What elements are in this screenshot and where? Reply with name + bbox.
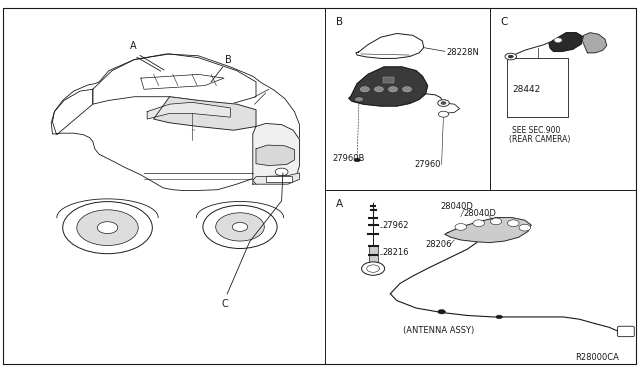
Polygon shape — [582, 33, 607, 53]
Polygon shape — [253, 173, 300, 184]
Circle shape — [63, 202, 152, 254]
Polygon shape — [549, 33, 582, 51]
Circle shape — [403, 87, 412, 92]
Text: (REAR CAMERA): (REAR CAMERA) — [509, 135, 570, 144]
Text: C: C — [222, 299, 228, 310]
Circle shape — [360, 87, 369, 92]
Text: A: A — [130, 41, 136, 51]
FancyBboxPatch shape — [618, 326, 634, 337]
Circle shape — [354, 158, 360, 162]
Text: 27962: 27962 — [382, 221, 408, 230]
Polygon shape — [349, 67, 428, 106]
Polygon shape — [154, 97, 256, 130]
Text: 28040D: 28040D — [463, 209, 496, 218]
Circle shape — [505, 53, 516, 60]
Circle shape — [508, 220, 519, 227]
Polygon shape — [147, 102, 230, 119]
Circle shape — [441, 102, 446, 105]
Circle shape — [554, 38, 562, 42]
Text: 28040D: 28040D — [440, 202, 473, 211]
Text: 27960B: 27960B — [333, 154, 365, 163]
Circle shape — [355, 97, 364, 102]
Circle shape — [490, 218, 502, 225]
Circle shape — [473, 220, 484, 227]
FancyBboxPatch shape — [383, 77, 394, 83]
Text: 28206: 28206 — [426, 240, 452, 249]
Polygon shape — [93, 54, 256, 104]
Circle shape — [388, 87, 397, 92]
Text: 27960: 27960 — [415, 160, 441, 169]
Text: B: B — [225, 55, 232, 65]
Circle shape — [438, 100, 449, 106]
Circle shape — [203, 205, 277, 248]
Polygon shape — [256, 145, 294, 166]
Circle shape — [77, 210, 138, 246]
Polygon shape — [52, 54, 300, 190]
Text: (ANTENNA ASSY): (ANTENNA ASSY) — [403, 326, 474, 335]
Circle shape — [97, 222, 118, 234]
Polygon shape — [253, 124, 300, 184]
Circle shape — [362, 262, 385, 275]
Polygon shape — [356, 33, 424, 58]
Circle shape — [438, 310, 445, 314]
Circle shape — [216, 213, 264, 241]
Polygon shape — [51, 89, 93, 134]
Circle shape — [519, 224, 531, 231]
Polygon shape — [445, 218, 531, 243]
Text: A: A — [336, 199, 343, 209]
Circle shape — [275, 168, 288, 176]
Text: SEE SEC.900: SEE SEC.900 — [512, 126, 561, 135]
FancyBboxPatch shape — [369, 246, 378, 262]
Text: R28000CA: R28000CA — [575, 353, 619, 362]
FancyBboxPatch shape — [266, 176, 292, 182]
Text: 28228N: 28228N — [446, 48, 479, 57]
Circle shape — [438, 111, 449, 117]
Text: C: C — [500, 17, 508, 27]
Circle shape — [455, 224, 467, 230]
Circle shape — [232, 222, 248, 231]
Text: 28442: 28442 — [512, 85, 540, 94]
Circle shape — [496, 315, 502, 319]
Circle shape — [374, 87, 383, 92]
Text: 28216: 28216 — [382, 248, 408, 257]
Text: B: B — [336, 17, 343, 27]
Circle shape — [508, 55, 513, 58]
